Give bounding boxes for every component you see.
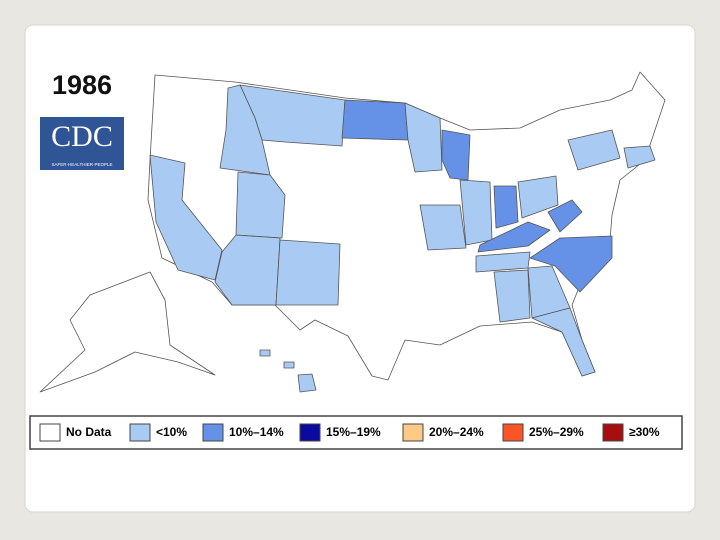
map [39, 71, 666, 393]
alaska [39, 271, 216, 393]
hawaii [297, 373, 317, 393]
state [441, 129, 471, 181]
legend-label: 10%–14% [229, 425, 284, 439]
legend-swatch [39, 423, 61, 442]
state [547, 199, 583, 233]
logo-tagline: SAFER·HEALTHIER·PEOPLE [52, 162, 113, 167]
legend-label: <10% [156, 425, 187, 439]
legend-swatch [402, 423, 424, 442]
state [517, 175, 559, 219]
hawaii [283, 361, 295, 369]
legend-swatch [502, 423, 524, 442]
state [275, 239, 341, 306]
legend-label: 25%–29% [529, 425, 584, 439]
state [531, 307, 596, 377]
legend-label: 15%–19% [326, 425, 381, 439]
state [404, 102, 443, 173]
state [493, 269, 531, 323]
logo-box [40, 117, 124, 170]
hawaii [259, 349, 271, 357]
state [493, 185, 519, 229]
legend-swatch [299, 423, 321, 442]
state [529, 235, 613, 293]
state [149, 154, 223, 281]
state [567, 129, 621, 171]
legend-swatch [202, 423, 224, 442]
state [219, 84, 271, 176]
state [214, 234, 281, 306]
logo-text: CDC [51, 120, 113, 153]
legend-swatch [602, 423, 624, 442]
year: 1986 [52, 70, 112, 100]
state [341, 99, 409, 141]
legend-label: 20%–24% [429, 425, 484, 439]
legend-label: ≥30% [629, 425, 660, 439]
legend: No Data <10% 10%–14% 15%–19% 20%–24% 25%–29% ≥… [39, 423, 660, 442]
legend-label: No Data [66, 425, 112, 439]
legend-swatch [129, 423, 151, 442]
state [235, 171, 286, 239]
state [623, 145, 656, 169]
state [459, 179, 493, 246]
state [477, 221, 551, 253]
state [419, 204, 467, 251]
